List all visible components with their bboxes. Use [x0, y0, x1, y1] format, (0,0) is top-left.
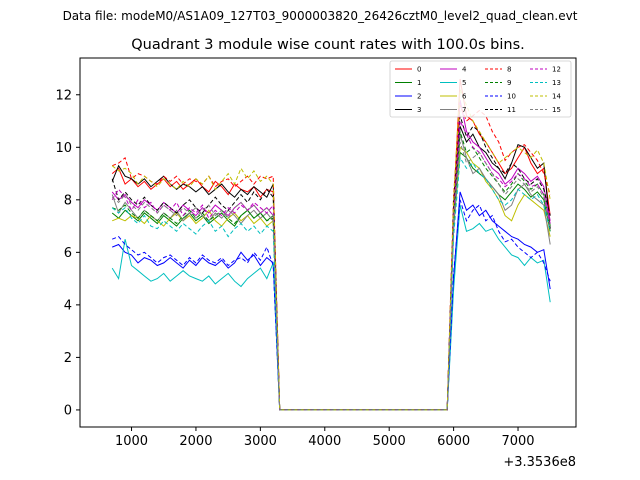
- y-tick-label: 10: [55, 141, 72, 156]
- x-tick-label: 3000: [244, 434, 277, 449]
- legend-label: 11: [507, 106, 516, 114]
- legend-label: 12: [552, 66, 561, 74]
- y-tick-label: 6: [64, 246, 72, 261]
- series-line-12: [111, 119, 551, 411]
- series-line-3: [111, 126, 551, 411]
- series-line-5: [111, 204, 551, 411]
- plot-frame: [79, 57, 577, 428]
- legend-item-6: 6: [440, 93, 467, 101]
- legend-item-10: 10: [485, 93, 516, 101]
- plot-lines: [111, 78, 551, 411]
- y-tick-label: 2: [64, 351, 72, 366]
- series-line-0: [111, 78, 551, 411]
- legend-item-1: 1: [395, 79, 421, 87]
- legend-label: 1: [417, 79, 421, 87]
- chart-title: Quadrant 3 module wise count rates with …: [131, 37, 525, 53]
- y-tick-label: 4: [64, 298, 72, 313]
- legend-label: 14: [552, 93, 561, 101]
- x-tick-label: 6000: [437, 434, 470, 449]
- legend-label: 13: [552, 79, 561, 87]
- legend-item-9: 9: [485, 79, 511, 87]
- legend-item-7: 7: [440, 106, 466, 114]
- legend-label: 6: [462, 93, 467, 101]
- x-tick-label: 5000: [373, 434, 406, 449]
- legend-label: 4: [462, 66, 467, 74]
- series-line-4: [111, 99, 551, 411]
- x-tick-label: 4000: [308, 434, 341, 449]
- legend-label: 10: [507, 93, 516, 101]
- series-line-7: [111, 134, 551, 411]
- legend-item-4: 4: [440, 66, 467, 74]
- y-tick-label: 12: [55, 88, 72, 103]
- series-line-1: [111, 151, 551, 411]
- legend-label: 9: [507, 79, 511, 87]
- y-tick-label: 0: [64, 403, 72, 418]
- legend-label: 5: [462, 79, 466, 87]
- legend-box: [389, 60, 572, 118]
- legend-label: 7: [462, 106, 466, 114]
- legend-item-14: 14: [530, 93, 561, 101]
- legend-item-3: 3: [395, 106, 421, 114]
- series-line-2: [112, 191, 551, 411]
- x-tick-label: 2000: [179, 434, 212, 449]
- legend-item-15: 15: [530, 106, 561, 114]
- legend-label: 0: [417, 66, 421, 74]
- legend-item-2: 2: [395, 93, 421, 101]
- figure-suptitle: Data file: modeM0/AS1A09_127T03_90000038…: [63, 9, 578, 23]
- series-line-11: [111, 115, 551, 411]
- series-line-14: [111, 89, 551, 411]
- series-line-6: [112, 146, 551, 411]
- legend-item-11: 11: [485, 106, 516, 114]
- legend-item-13: 13: [530, 79, 561, 87]
- series-line-9: [112, 131, 551, 411]
- legend-item-5: 5: [440, 79, 466, 87]
- series-line-8: [112, 105, 551, 411]
- legend-label: 3: [417, 106, 421, 114]
- legend-item-12: 12: [530, 66, 561, 74]
- series-line-15: [111, 141, 551, 411]
- legend-label: 2: [417, 93, 421, 101]
- y-tick-label: 8: [64, 193, 72, 208]
- series-line-10: [112, 199, 551, 411]
- x-tick-label: 7000: [501, 434, 534, 449]
- legend-item-0: 0: [395, 66, 421, 74]
- legend-item-8: 8: [485, 66, 511, 74]
- x-offset-label: +3.3536e8: [503, 455, 576, 470]
- legend-label: 8: [507, 66, 511, 74]
- series-line-13: [111, 156, 551, 411]
- x-tick-label: 1000: [115, 434, 148, 449]
- legend-label: 15: [552, 106, 561, 114]
